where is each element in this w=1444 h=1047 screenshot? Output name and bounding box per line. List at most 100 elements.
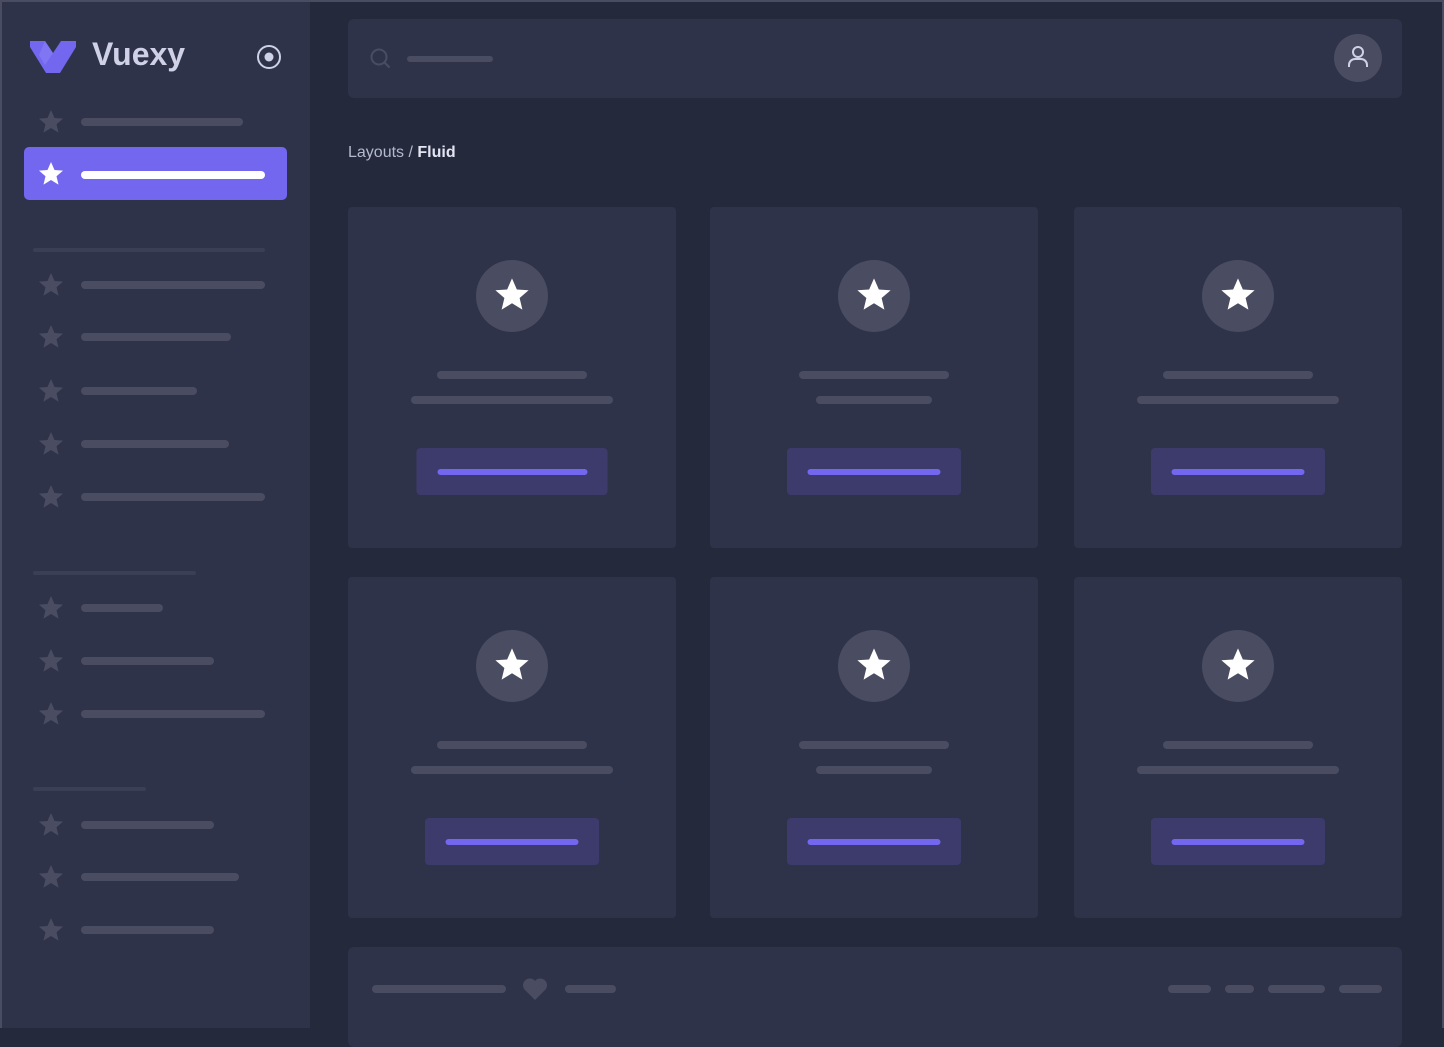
- sidebar-item[interactable]: [24, 694, 287, 734]
- star-icon: [495, 648, 529, 680]
- search-icon[interactable]: [370, 48, 392, 70]
- sidebar-item[interactable]: [24, 805, 287, 845]
- star-icon: [39, 485, 63, 508]
- sidebar-item[interactable]: [24, 265, 287, 305]
- user-avatar-button[interactable]: [1334, 34, 1382, 82]
- card-button[interactable]: [787, 448, 961, 495]
- star-icon: [39, 865, 63, 888]
- card-title: [799, 371, 949, 379]
- footer-link[interactable]: [1339, 985, 1382, 993]
- sidebar-item-label: [81, 710, 265, 718]
- card-button-label: [437, 469, 587, 475]
- card: [710, 577, 1038, 918]
- sidebar-section-header: [33, 571, 196, 575]
- sidebar-item[interactable]: [24, 424, 287, 464]
- user-icon: [1348, 46, 1368, 67]
- radio-circle-icon[interactable]: [256, 44, 282, 70]
- card-button-label: [807, 469, 941, 475]
- sidebar-item[interactable]: [24, 857, 287, 897]
- footer-link[interactable]: [1225, 985, 1254, 993]
- sidebar-item-label: [81, 333, 231, 341]
- card-text: [411, 396, 613, 404]
- star-icon: [39, 702, 63, 725]
- card-title: [1163, 741, 1313, 749]
- card-button[interactable]: [416, 448, 608, 495]
- sidebar-item-label: [81, 171, 265, 179]
- sidebar-item-label: [81, 873, 239, 881]
- star-icon: [39, 379, 63, 402]
- sidebar-section-header: [33, 248, 265, 252]
- card: [710, 207, 1038, 548]
- star-icon: [857, 278, 891, 310]
- sidebar-item[interactable]: [24, 588, 287, 628]
- star-icon: [39, 273, 63, 296]
- sidebar-item-label: [81, 493, 265, 501]
- card-button[interactable]: [425, 818, 599, 865]
- vuexy-logo-icon: [30, 41, 76, 73]
- heart-icon: [522, 978, 548, 1000]
- card-icon-avatar: [1202, 260, 1274, 332]
- card-icon-avatar: [838, 630, 910, 702]
- footer: [348, 947, 1402, 1047]
- card-button-label: [1171, 839, 1305, 845]
- card-text: [816, 766, 932, 774]
- star-icon: [495, 278, 529, 310]
- star-icon: [39, 918, 63, 941]
- card-title: [799, 741, 949, 749]
- star-icon: [39, 649, 63, 672]
- sidebar-item[interactable]: [24, 371, 287, 411]
- star-icon: [1221, 648, 1255, 680]
- footer-link[interactable]: [1268, 985, 1325, 993]
- star-icon: [39, 813, 63, 836]
- sidebar-item[interactable]: [24, 317, 287, 357]
- card-button-label: [807, 839, 941, 845]
- card-title: [437, 371, 587, 379]
- footer-text: [565, 985, 616, 993]
- card-button[interactable]: [1151, 818, 1325, 865]
- top-navbar: [348, 19, 1402, 98]
- card-icon-avatar: [1202, 630, 1274, 702]
- sidebar-item-label: [81, 604, 163, 612]
- sidebar-section-header: [33, 787, 146, 791]
- sidebar-item-label: [81, 821, 214, 829]
- footer-link[interactable]: [1168, 985, 1211, 993]
- sidebar: Vuexy: [0, 0, 310, 1028]
- card-title: [1163, 371, 1313, 379]
- breadcrumb-parent[interactable]: Layouts: [348, 144, 405, 161]
- breadcrumb: Layouts / Fluid: [348, 144, 456, 162]
- sidebar-item-label: [81, 118, 243, 126]
- card-button-label: [1171, 469, 1305, 475]
- card-text: [1137, 396, 1339, 404]
- star-icon: [39, 432, 63, 455]
- star-icon: [39, 110, 63, 133]
- app-name: Vuexy: [92, 36, 186, 72]
- sidebar-item[interactable]: [24, 102, 287, 142]
- card-button[interactable]: [787, 818, 961, 865]
- sidebar-item-label: [81, 440, 229, 448]
- sidebar-item-label: [81, 281, 265, 289]
- card-button[interactable]: [1151, 448, 1325, 495]
- card-text: [1137, 766, 1339, 774]
- card-title: [437, 741, 587, 749]
- sidebar-item[interactable]: [24, 477, 287, 517]
- breadcrumb-separator: /: [404, 144, 418, 161]
- sidebar-item[interactable]: [24, 910, 287, 950]
- star-icon: [39, 325, 63, 348]
- sidebar-item-label: [81, 387, 197, 395]
- search-input[interactable]: [407, 56, 493, 62]
- card-icon-avatar: [476, 630, 548, 702]
- star-icon: [857, 648, 891, 680]
- card: [348, 207, 676, 548]
- footer-text: [372, 985, 506, 993]
- card-icon-avatar: [476, 260, 548, 332]
- card-button-label: [445, 839, 579, 845]
- card: [1074, 207, 1402, 548]
- card-text: [816, 396, 932, 404]
- sidebar-item-label: [81, 657, 214, 665]
- star-icon: [39, 162, 63, 185]
- sidebar-item-label: [81, 926, 214, 934]
- sidebar-item-active[interactable]: [24, 147, 287, 200]
- sidebar-item[interactable]: [24, 641, 287, 681]
- card: [348, 577, 676, 918]
- card: [1074, 577, 1402, 918]
